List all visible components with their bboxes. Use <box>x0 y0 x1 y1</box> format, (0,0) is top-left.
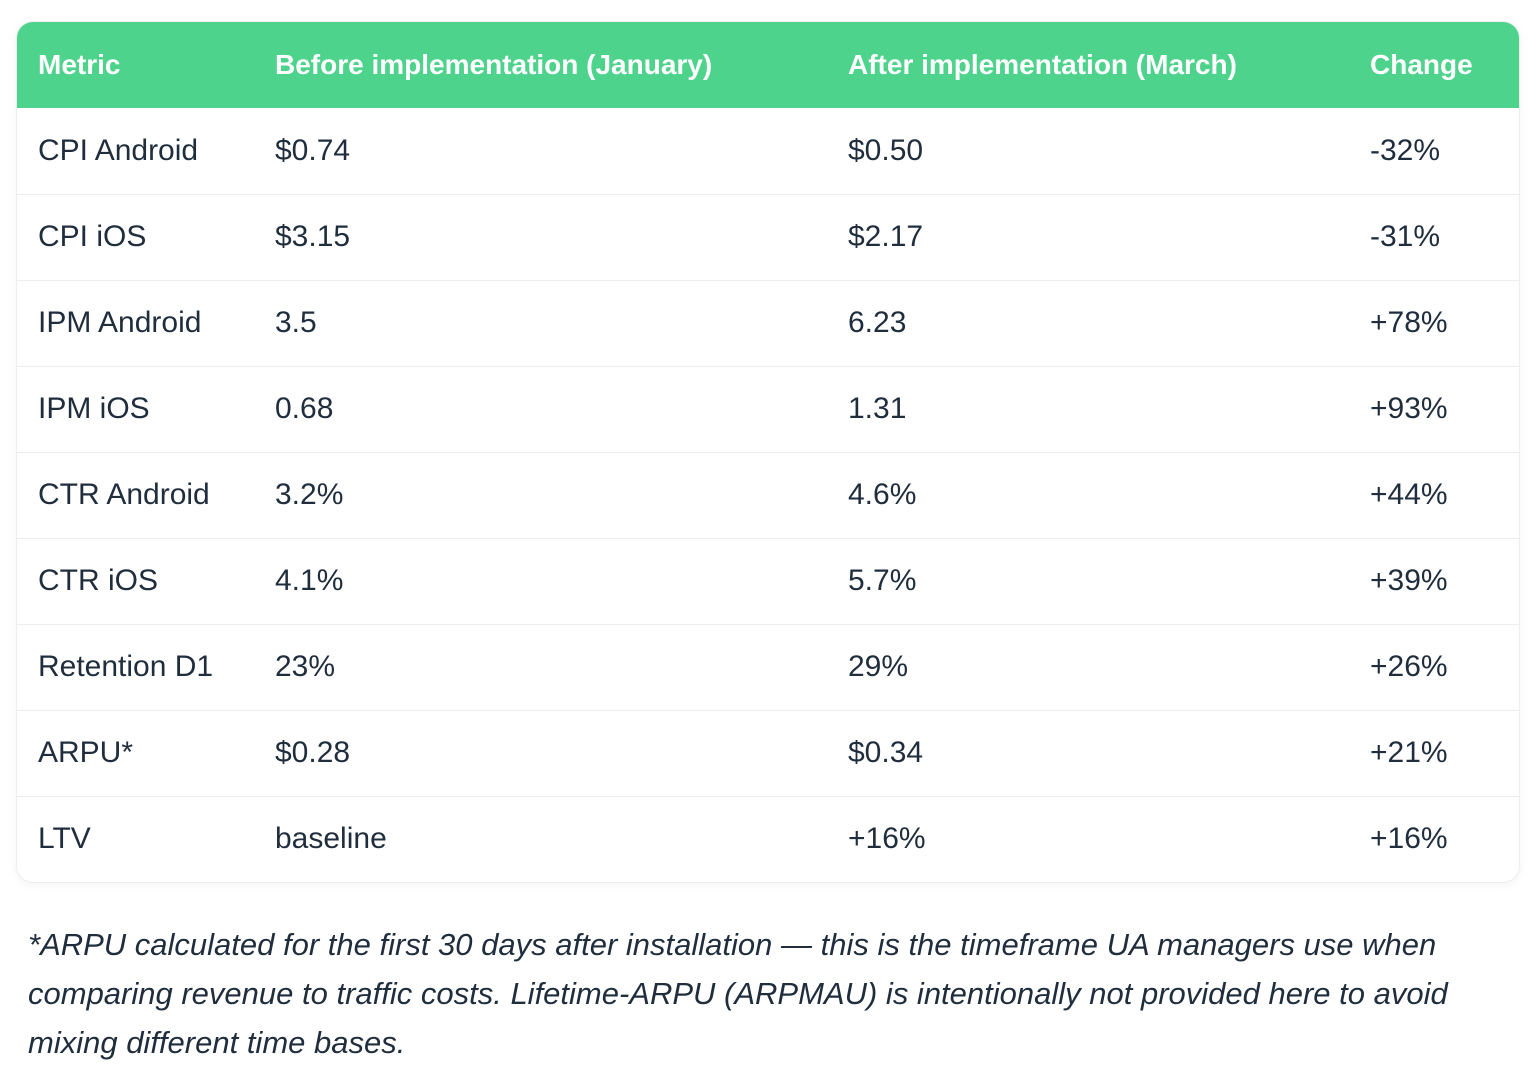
change-cell: +39% <box>1349 537 1519 624</box>
change-cell: +16% <box>1349 795 1519 882</box>
after-cell: $2.17 <box>827 193 1349 280</box>
table-row: CTR Android 3.2% 4.6% +44% <box>17 451 1519 538</box>
table-row: CPI iOS $3.15 $2.17 -31% <box>17 193 1519 280</box>
change-cell: +21% <box>1349 709 1519 796</box>
column-header-change: Change <box>1349 22 1519 108</box>
table-row: CPI Android $0.74 $0.50 -32% <box>17 108 1519 194</box>
metric-cell: ARPU* <box>17 709 254 796</box>
metric-cell: CPI Android <box>17 108 254 194</box>
change-cell: +78% <box>1349 279 1519 366</box>
change-cell: +26% <box>1349 623 1519 710</box>
before-cell: 0.68 <box>254 365 827 452</box>
before-cell: $0.28 <box>254 709 827 796</box>
table-row: Retention D1 23% 29% +26% <box>17 623 1519 710</box>
metric-cell: CTR Android <box>17 451 254 538</box>
table-row: ARPU* $0.28 $0.34 +21% <box>17 709 1519 796</box>
after-cell: 1.31 <box>827 365 1349 452</box>
metric-cell: Retention D1 <box>17 623 254 710</box>
metric-cell: LTV <box>17 795 254 882</box>
after-cell: 4.6% <box>827 451 1349 538</box>
column-header-after: After implementation (March) <box>827 22 1349 108</box>
table-row: IPM iOS 0.68 1.31 +93% <box>17 365 1519 452</box>
metric-cell: IPM Android <box>17 279 254 366</box>
column-header-metric: Metric <box>17 22 254 108</box>
change-cell: -31% <box>1349 193 1519 280</box>
change-cell: +93% <box>1349 365 1519 452</box>
table-body: CPI Android $0.74 $0.50 -32% CPI iOS $3.… <box>17 108 1519 882</box>
after-cell: 29% <box>827 623 1349 710</box>
after-cell: 5.7% <box>827 537 1349 624</box>
before-cell: 3.2% <box>254 451 827 538</box>
change-cell: -32% <box>1349 108 1519 194</box>
before-cell: 4.1% <box>254 537 827 624</box>
metrics-table: Metric Before implementation (January) A… <box>17 22 1519 882</box>
table-row: LTV baseline +16% +16% <box>17 795 1519 882</box>
table-header: Metric Before implementation (January) A… <box>17 22 1519 108</box>
column-header-before: Before implementation (January) <box>254 22 827 108</box>
before-cell: 3.5 <box>254 279 827 366</box>
after-cell: $0.34 <box>827 709 1349 796</box>
table-row: CTR iOS 4.1% 5.7% +39% <box>17 537 1519 624</box>
table-row: IPM Android 3.5 6.23 +78% <box>17 279 1519 366</box>
metrics-table-card: Metric Before implementation (January) A… <box>17 22 1519 882</box>
change-cell: +44% <box>1349 451 1519 538</box>
metric-cell: IPM iOS <box>17 365 254 452</box>
metric-cell: CTR iOS <box>17 537 254 624</box>
after-cell: $0.50 <box>827 108 1349 194</box>
after-cell: +16% <box>827 795 1349 882</box>
metric-cell: CPI iOS <box>17 193 254 280</box>
before-cell: $3.15 <box>254 193 827 280</box>
header-row: Metric Before implementation (January) A… <box>17 22 1519 108</box>
before-cell: $0.74 <box>254 108 827 194</box>
before-cell: 23% <box>254 623 827 710</box>
arpu-footnote: *ARPU calculated for the first 30 days a… <box>28 927 1448 1060</box>
after-cell: 6.23 <box>827 279 1349 366</box>
before-cell: baseline <box>254 795 827 882</box>
